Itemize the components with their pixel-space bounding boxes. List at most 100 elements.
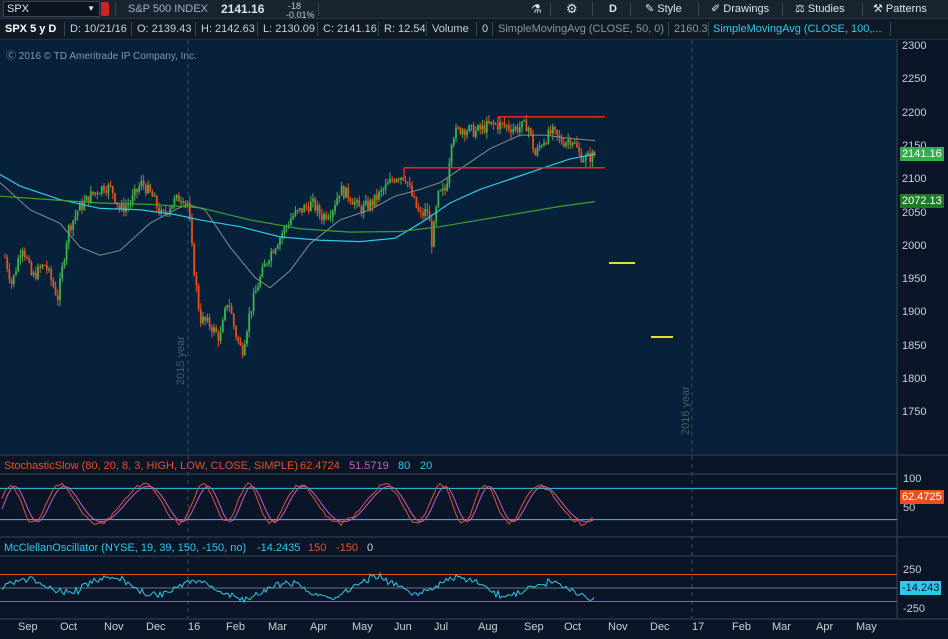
candle-body [208,317,211,327]
candle-body [375,194,378,200]
candle-body [19,255,22,259]
candle-body [466,131,468,136]
mcc-axis-neg250: -250 [903,603,926,615]
time-axis-label: Sep [18,621,38,633]
candle-body [232,313,235,327]
candle-body [494,124,497,126]
candle-body [402,177,405,180]
candle-body [96,192,99,195]
chevron-down-icon[interactable]: ▼ [87,4,95,13]
candle-body [439,190,442,192]
candle-body [415,196,418,208]
candle-body [184,201,187,204]
candle-body [43,264,46,266]
volume-label: Volume [432,23,469,35]
candle-body [435,206,438,222]
candle-body [169,208,171,214]
candle-body [395,178,398,182]
top-toolbar: SPX ▼ S&P 500 INDEX 2141.16 -18 -0.01% ⚗… [0,0,948,20]
candle-body [298,208,301,210]
candle-body [499,122,501,130]
drawings-menu[interactable]: ✐ Drawings [711,0,769,18]
candle-body [457,127,460,129]
stoch-label: StochasticSlow (80, 20, 8, 3, HIGH, LOW,… [4,460,299,472]
mcc-lower: -150 [336,542,359,554]
candle-body [582,160,585,163]
candle-body [492,121,495,125]
candle-body [488,121,490,124]
candle-body [87,196,90,203]
candle-body [516,126,519,132]
gear-icon[interactable]: ⚙ [566,1,578,16]
candle-body [171,204,174,209]
candle-body [120,203,123,209]
candle-body [523,120,526,122]
candle-body [274,248,277,254]
sma100-label: SimpleMovingAvg (CLOSE, 100,... [713,23,882,35]
candle-body [54,286,57,295]
patterns-menu[interactable]: ⚒ Patterns [873,0,927,18]
candle-body [131,195,134,204]
last-price-tag: 2141.16 [900,147,944,161]
time-axis-label: May [856,621,877,633]
period-selector[interactable]: D [609,3,617,15]
candle-body [470,125,473,127]
studies-icon: ⚖ [795,3,808,15]
time-axis-label: Dec [146,621,166,633]
candle-body [52,280,55,287]
candle-body [257,286,259,291]
link-color-icon[interactable] [101,2,109,16]
symbol-input[interactable]: SPX ▼ [3,1,100,17]
price-change: -18 [288,1,302,11]
candle-body [221,319,224,333]
candle-body [305,205,308,207]
candle-body [217,332,220,341]
candle-body [21,250,24,256]
mcc-line [1,572,595,604]
candle-body [536,147,539,156]
style-menu[interactable]: ✎ Style [645,0,682,18]
candle-body [481,125,484,130]
candle-body [127,204,130,206]
copyright-text: Ⓒ 2016 © TD Ameritrade IP Company, Inc. [6,47,197,62]
candle-body [312,198,314,202]
price-axis-label: 2000 [902,239,927,252]
quote-date: D: 10/21/16 [70,23,127,35]
candle-body [547,129,550,144]
candle-body [89,191,92,203]
candle-body [111,186,114,194]
flask-icon[interactable]: ⚗ [531,2,542,16]
candle-body [307,206,310,212]
candle-body [318,205,321,215]
candle-body [353,201,356,205]
candle-body [177,194,180,202]
candle-body [331,210,334,217]
time-axis-label: 16 [188,621,201,633]
mcc-panel [0,538,897,618]
candle-body [70,225,72,231]
candle-body [356,200,358,202]
sma100-line [0,153,596,243]
candle-body [503,122,506,126]
candle-body [364,200,367,205]
candle-body [393,180,396,182]
candle-body [188,202,191,220]
candle-body [6,257,9,269]
candle-body [235,326,237,338]
candle-body [59,278,61,301]
time-axis-label: Jul [434,621,449,633]
candle-body [382,189,385,191]
candle-body [180,201,182,203]
studies-menu[interactable]: ⚖ Studies [795,0,845,18]
candle-body [386,182,389,185]
sma50-line [0,134,596,289]
candle-body [140,180,143,187]
candle-body [406,181,409,184]
candle-body [576,142,578,148]
candle-body [419,211,422,213]
style-icon: ✎ [645,3,658,15]
candle-body [182,201,185,204]
candle-body [268,260,270,264]
candle-body [292,215,295,219]
